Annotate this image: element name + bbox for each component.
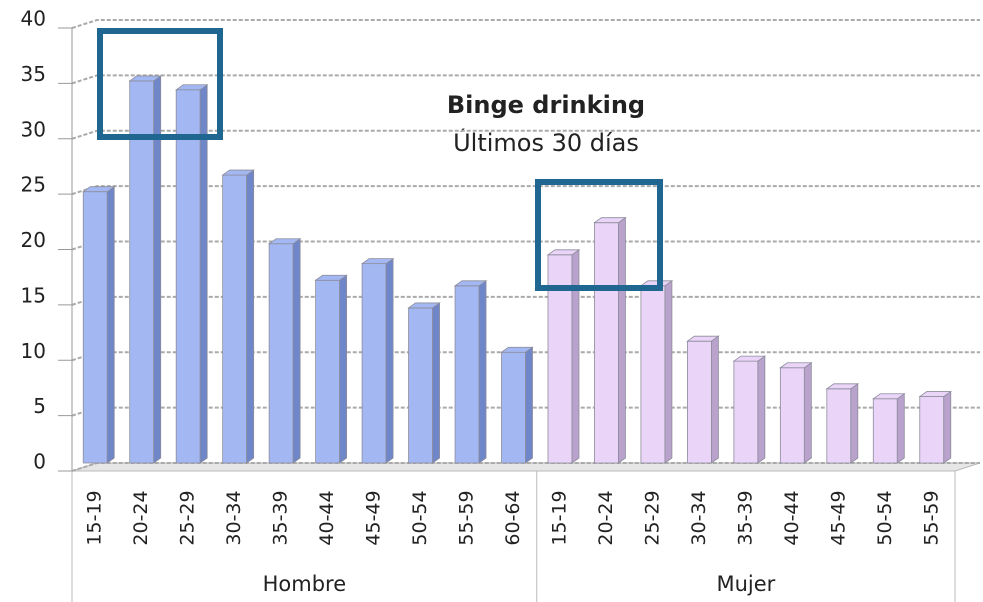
bar-side — [199, 83, 208, 464]
bar-side — [896, 392, 905, 464]
bar — [919, 396, 945, 464]
y-tick-label: 40 — [21, 7, 46, 31]
bar-top — [453, 280, 488, 287]
x-tick-label: 30-34 — [223, 490, 245, 545]
bar-top — [779, 362, 813, 369]
y-tick-label: 25 — [21, 173, 46, 197]
x-tick-label: 25-29 — [641, 490, 663, 545]
grid-line — [71, 19, 980, 29]
x-tick-label: 15-19 — [548, 490, 570, 545]
group-label: Mujer — [716, 572, 775, 596]
bar — [501, 351, 526, 464]
bar-top — [174, 84, 209, 91]
bar-side — [664, 280, 673, 464]
bar-side — [803, 361, 812, 464]
bar-top — [546, 249, 581, 256]
bar-side — [153, 75, 162, 464]
bar-side — [478, 280, 487, 464]
bar — [872, 398, 898, 464]
x-tick-label: 50-54 — [874, 490, 896, 545]
bar-side — [432, 302, 440, 464]
bar — [594, 222, 619, 464]
x-tick-label: 20-24 — [595, 490, 617, 545]
bar-top — [500, 346, 534, 353]
bar — [82, 191, 108, 464]
bar-top — [314, 274, 348, 281]
bar-side — [943, 390, 952, 464]
bar — [640, 285, 666, 464]
bar — [222, 174, 248, 464]
highlight-box — [97, 28, 223, 140]
bar — [268, 243, 294, 464]
x-tick-label: 50-54 — [409, 490, 431, 545]
highlight-box — [535, 179, 663, 291]
y-tick-label: 0 — [33, 450, 46, 474]
y-tick-label: 5 — [33, 394, 46, 418]
x-tick-label: 55-59 — [456, 490, 478, 545]
bar — [175, 89, 201, 464]
y-tick-label: 35 — [21, 62, 46, 86]
x-tick-label: 60-64 — [502, 490, 524, 545]
chart-subtitle: Últimos 30 días — [453, 127, 639, 157]
bar-side — [525, 346, 533, 464]
x-tick-label: 20-24 — [130, 490, 152, 545]
x-tick-label: 35-39 — [734, 490, 756, 545]
bar — [733, 360, 759, 464]
bar-top — [267, 238, 302, 245]
x-tick-label: 25-29 — [177, 490, 199, 545]
grid-line — [71, 74, 980, 85]
bar-side — [339, 274, 348, 464]
bar — [826, 388, 852, 464]
bar-side — [106, 185, 115, 464]
y-tick-label: 30 — [21, 117, 46, 141]
x-tick-label: 30-34 — [688, 490, 710, 545]
bar-side — [710, 335, 719, 464]
bar-side — [385, 257, 394, 464]
grid-line — [71, 240, 980, 251]
floor — [71, 462, 981, 472]
bar-top — [407, 302, 441, 309]
bar-side — [246, 169, 255, 464]
x-tick-label: 55-59 — [920, 490, 942, 545]
bar-side — [292, 237, 301, 464]
x-tick-label: 45-49 — [827, 490, 849, 545]
bar-top — [825, 383, 860, 390]
bar — [454, 285, 480, 464]
y-tick-label: 20 — [21, 228, 46, 252]
bar-top — [686, 335, 720, 342]
highlight-boxes — [97, 28, 663, 291]
bar — [361, 263, 387, 464]
x-tick-label: 40-44 — [781, 490, 803, 545]
bar-top — [918, 391, 953, 397]
bar-top — [360, 258, 395, 265]
bar — [779, 367, 805, 464]
bar — [408, 307, 433, 464]
bar — [686, 340, 712, 464]
x-tick-label: 45-49 — [363, 490, 385, 545]
bar — [315, 279, 341, 464]
chart-title: Binge drinking — [447, 91, 645, 119]
bar-top — [128, 75, 162, 82]
x-tick-label: 15-19 — [84, 490, 106, 545]
bar-top — [593, 217, 627, 224]
y-tick-label: 15 — [21, 283, 46, 307]
bar-side — [571, 249, 580, 464]
bar-top — [221, 169, 255, 176]
bar-top — [732, 355, 767, 362]
bar-top — [81, 186, 116, 193]
grid-line — [71, 295, 980, 306]
x-tick-label: 40-44 — [316, 490, 338, 545]
x-tick-label: 35-39 — [270, 490, 292, 545]
bar-top — [872, 393, 906, 400]
bar-side — [618, 216, 626, 464]
bar-side — [850, 383, 859, 464]
y-tick-label: 10 — [21, 339, 46, 363]
group-label: Hombre — [263, 572, 347, 596]
grid-line — [71, 185, 980, 196]
bar-side — [757, 355, 766, 464]
